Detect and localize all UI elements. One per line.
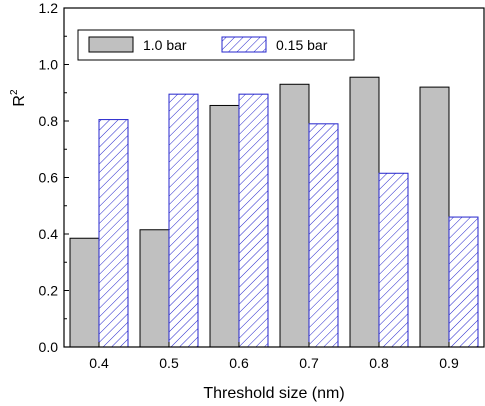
bars-layer bbox=[69, 76, 479, 348]
bar-series-2-0.9 bbox=[448, 216, 479, 348]
x-tick-label-0.8: 0.8 bbox=[369, 355, 389, 371]
y-tick-label-2: 0.4 bbox=[39, 226, 59, 242]
y-tick-label-4: 0.8 bbox=[39, 113, 59, 129]
x-tick-label-0.9: 0.9 bbox=[439, 355, 459, 371]
y-tick-label-6: 1.2 bbox=[39, 0, 59, 16]
x-axis: 0.4 0.5 0.6 0.7 0.8 0.9 bbox=[89, 342, 459, 371]
y-axis-title-superscript: 2 bbox=[9, 89, 20, 95]
x-tick-label-0.7: 0.7 bbox=[299, 355, 319, 371]
bar-series-2-0.7 bbox=[308, 123, 339, 348]
x-tick-label-0.4: 0.4 bbox=[89, 355, 109, 371]
legend-label-series-2: 0.15 bar bbox=[276, 37, 328, 53]
x-axis-title: Threshold size (nm) bbox=[203, 385, 344, 402]
plot-frame bbox=[63, 7, 485, 348]
y-axis-title: R2 bbox=[9, 89, 28, 107]
bar-series-2-0.4 bbox=[98, 119, 129, 348]
bar-series-1-0.8 bbox=[349, 76, 380, 348]
x-tick-label-0.6: 0.6 bbox=[229, 355, 249, 371]
y-tick-label-5: 1.0 bbox=[39, 57, 59, 73]
y-tick-label-3: 0.6 bbox=[39, 170, 59, 186]
y-tick-label-1: 0.2 bbox=[39, 283, 59, 299]
bar-series-1-0.6 bbox=[209, 104, 240, 348]
legend-label-series-1: 1.0 bar bbox=[143, 37, 187, 53]
y-axis-title-main: R bbox=[11, 95, 28, 107]
bar-series-2-0.6 bbox=[238, 93, 269, 348]
legend-swatch-series-1 bbox=[88, 36, 134, 53]
legend-swatch-series-2 bbox=[221, 36, 267, 53]
x-tick-label-0.5: 0.5 bbox=[159, 355, 179, 371]
legend: 1.0 bar 0.15 bar bbox=[77, 29, 355, 61]
bar-series-2-0.8 bbox=[378, 172, 409, 348]
bar-series-2-0.5 bbox=[168, 93, 199, 348]
bar-series-1-0.5 bbox=[139, 229, 170, 348]
bar-series-1-0.9 bbox=[419, 86, 450, 348]
bar-series-1-0.7 bbox=[279, 83, 310, 348]
bar-series-1-0.4 bbox=[69, 237, 100, 348]
y-tick-label-0: 0.0 bbox=[39, 339, 59, 355]
